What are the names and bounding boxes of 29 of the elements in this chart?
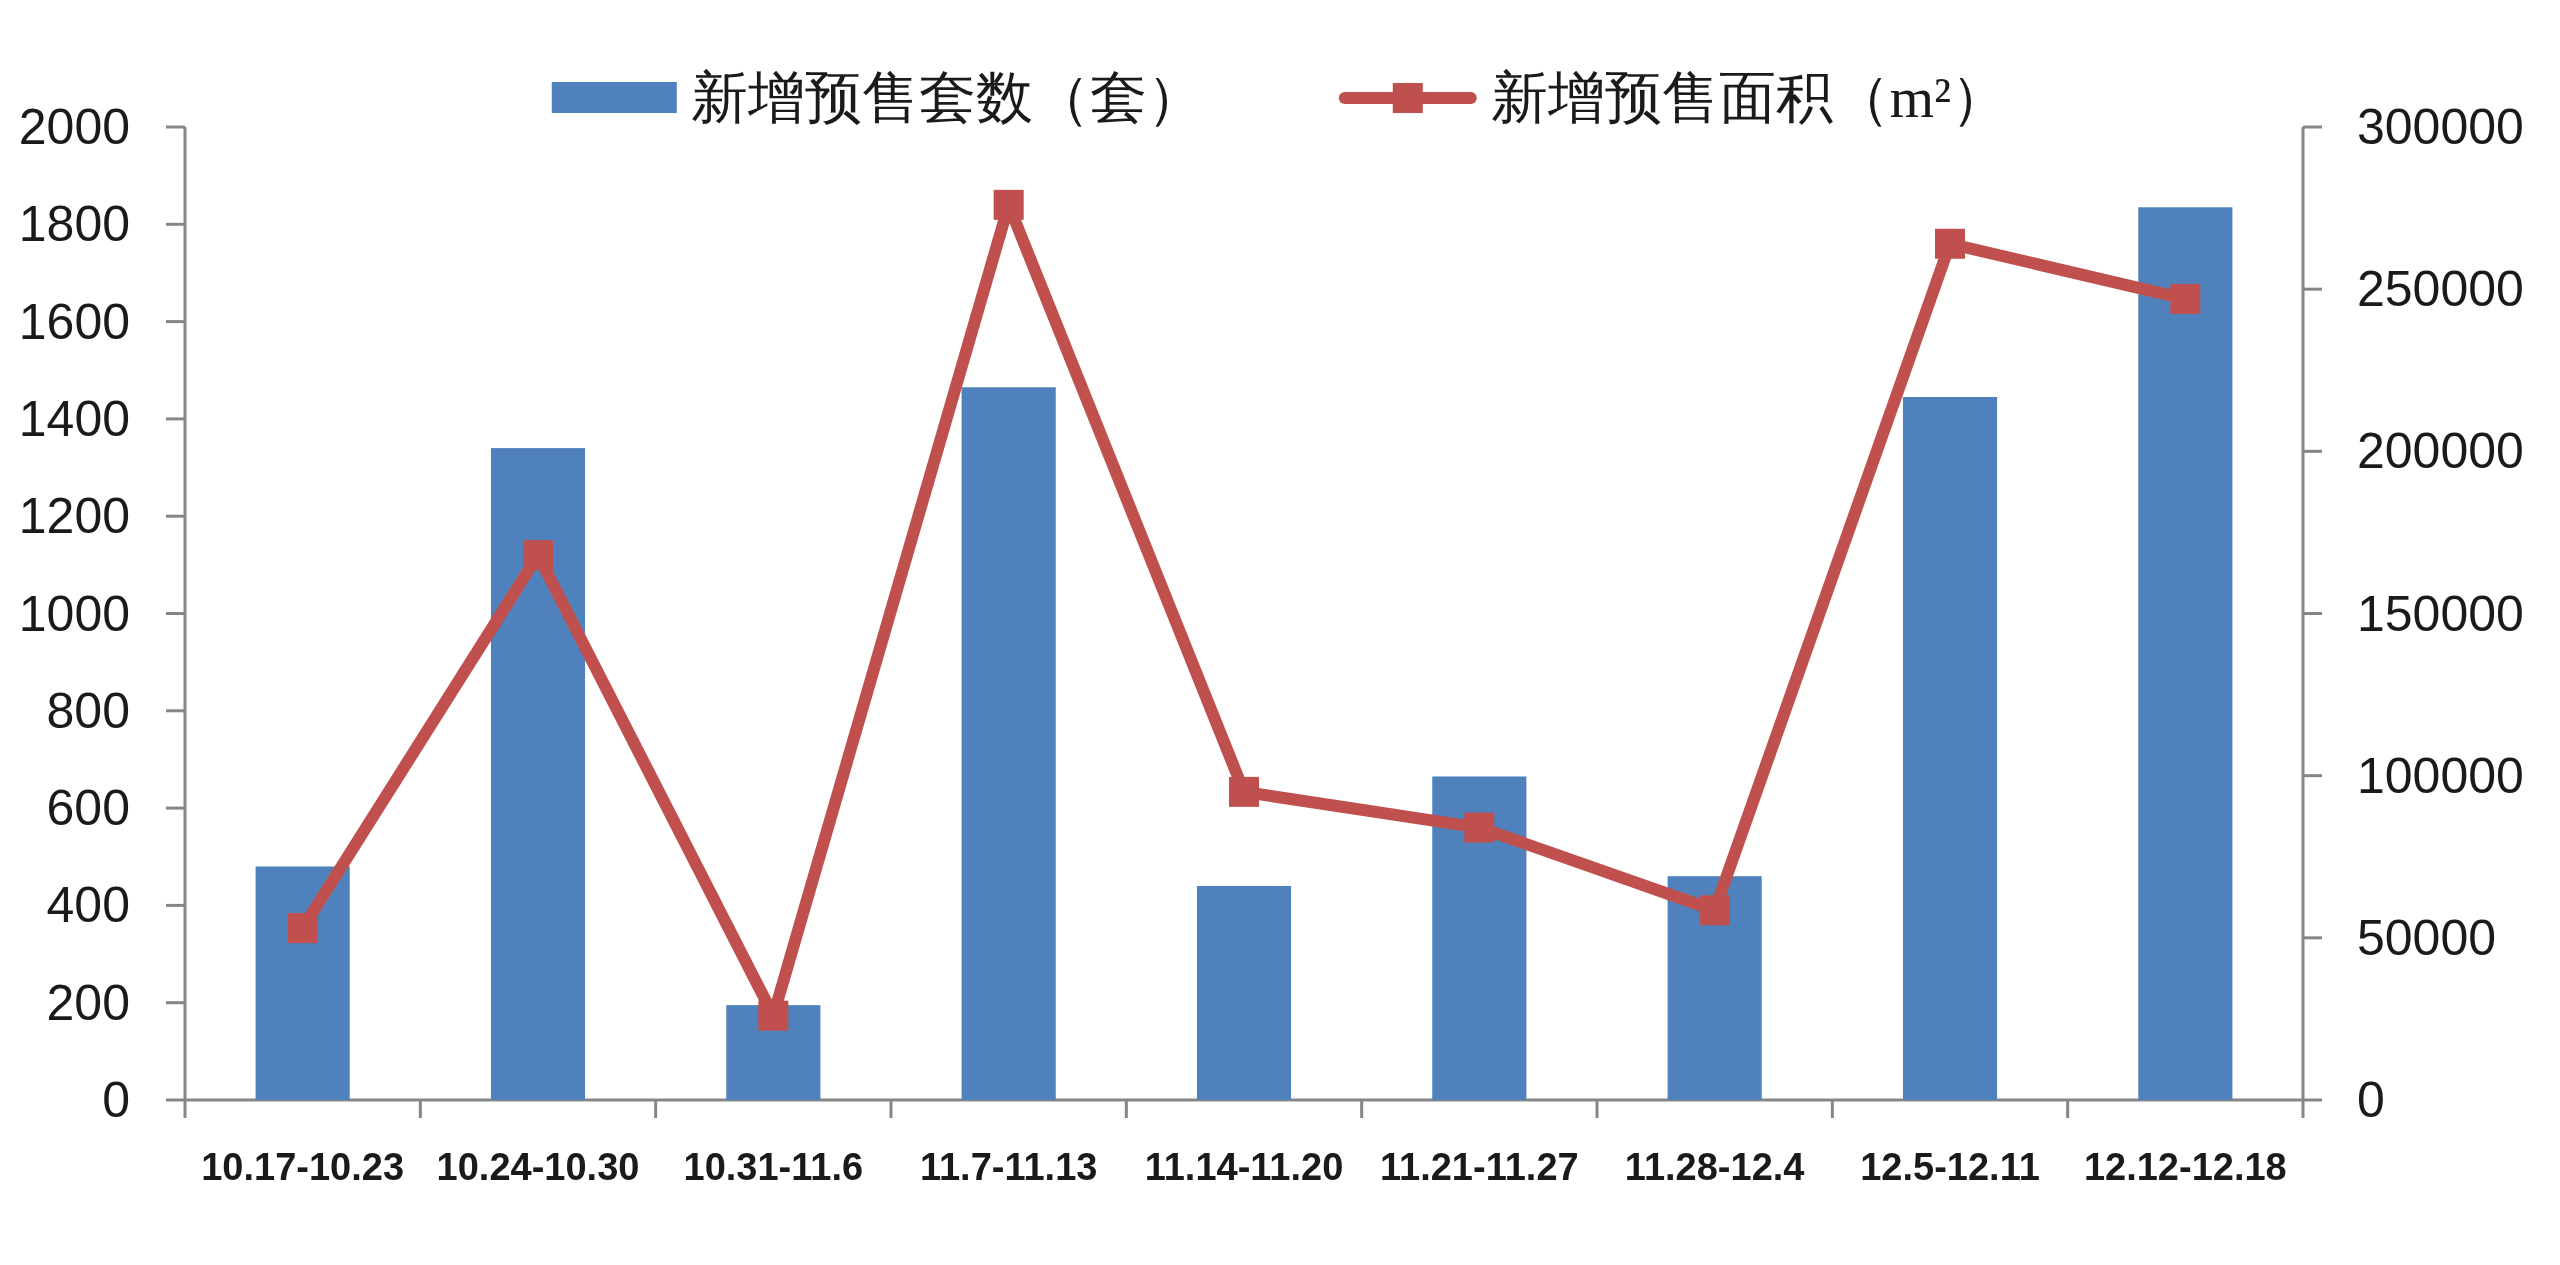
ytick-label: 1400 [18, 390, 130, 447]
y2tick-label: 0 [2357, 1072, 2385, 1128]
ytick-label: 1200 [18, 488, 130, 545]
y2tick-label: 200000 [2357, 423, 2524, 480]
xtick-label: 12.12-12.18 [2083, 1146, 2287, 1188]
ytick-label: 0 [102, 1072, 130, 1128]
xtick-label: 11.28-12.4 [1624, 1146, 1805, 1188]
y2tick-label: 150000 [2357, 585, 2524, 642]
y2tick-label: 250000 [2357, 261, 2524, 318]
xtick-label: 11.21-11.27 [1380, 1146, 1579, 1188]
xtick-label: 10.24-10.30 [436, 1146, 640, 1188]
y2tick-label: 100000 [2357, 747, 2524, 804]
xtick-label: 11.14-11.20 [1144, 1146, 1344, 1188]
xtick-label: 11.7-11.13 [919, 1146, 1098, 1188]
ytick-label: 1600 [18, 293, 130, 350]
ytick-label: 1800 [18, 196, 130, 253]
ytick-label: 600 [46, 780, 130, 837]
ytick-label: 2000 [18, 99, 130, 155]
y2tick-label: 50000 [2357, 909, 2497, 966]
xtick-label: 10.17-10.23 [201, 1146, 405, 1188]
xtick-label: 12.5-12.11 [1860, 1146, 2040, 1188]
legend-label: 新增预售面积（m²） [1490, 66, 2009, 129]
xtick-label: 10.31-11.6 [683, 1146, 864, 1188]
y2tick-label: 300000 [2357, 99, 2524, 155]
ytick-label: 200 [46, 974, 130, 1031]
ytick-label: 400 [46, 877, 130, 934]
legend-label: 新增预售套数（套） [690, 66, 1204, 129]
ytick-label: 800 [46, 682, 130, 739]
ytick-label: 1000 [18, 585, 130, 642]
